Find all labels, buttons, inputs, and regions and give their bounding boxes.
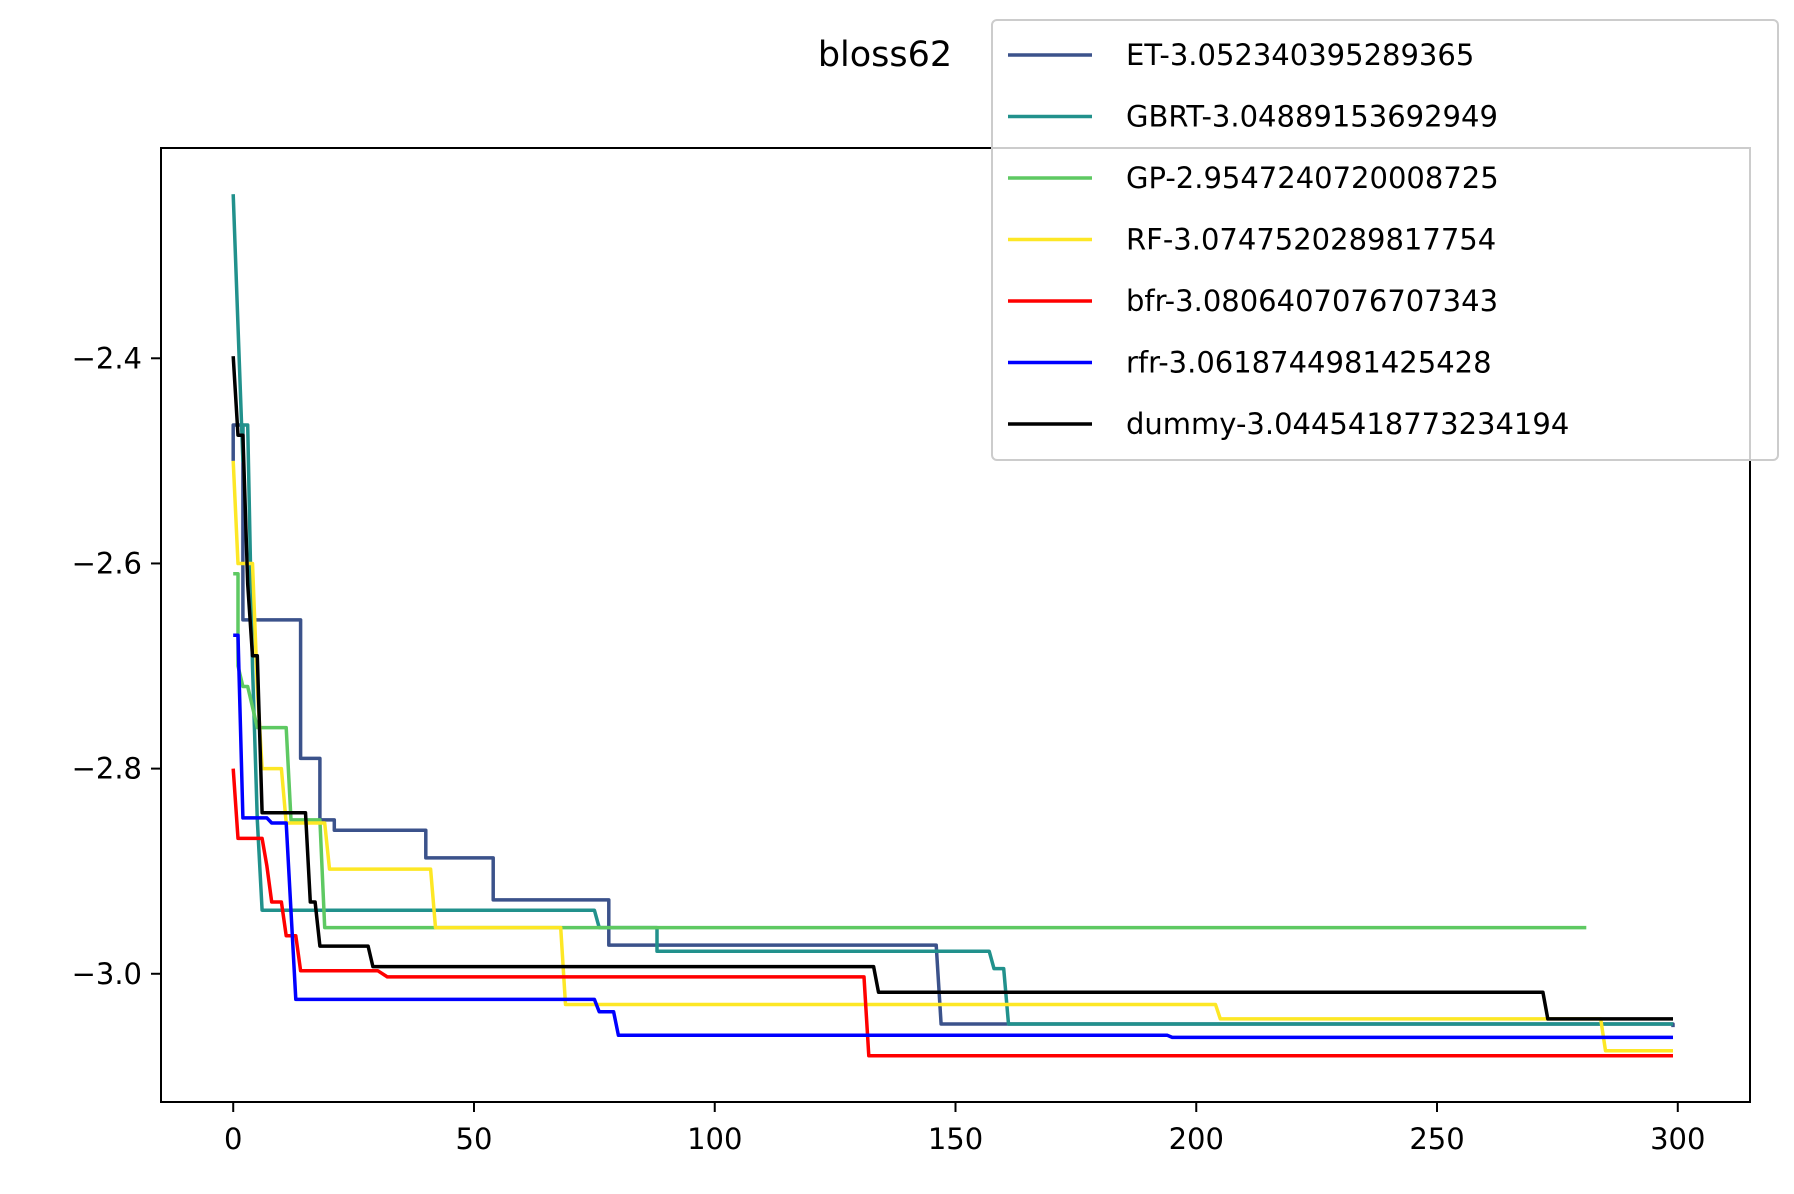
series-line-1 <box>231 194 1673 1026</box>
legend-label-5: rfr-3.0618744981425428 <box>1126 346 1492 380</box>
legend: ET-3.052340395289365 GBRT-3.0488915369294… <box>991 19 1779 461</box>
legend-label-4: bfr-3.0806407076707343 <box>1126 284 1498 318</box>
legend-label-1: GBRT-3.04889153692949 <box>1126 100 1498 134</box>
series-line-6 <box>231 356 1673 1021</box>
series-line-0 <box>231 423 1675 1028</box>
legend-label-6: dummy-3.0445418773234194 <box>1126 407 1569 441</box>
x-axis: 0 50 100 150 200 250 300 <box>224 1102 1705 1156</box>
x-tick-label: 200 <box>1169 1122 1224 1156</box>
y-tick-label: −2.8 <box>72 752 142 786</box>
x-tick-label: 50 <box>456 1122 493 1156</box>
x-tick-label: 300 <box>1650 1122 1705 1156</box>
legend-label-2: GP-2.9547240720008725 <box>1126 161 1499 195</box>
legend-box <box>991 19 1779 461</box>
x-tick-label: 0 <box>224 1122 242 1156</box>
series-line-5 <box>233 633 1673 1040</box>
y-axis: −2.4 −2.6 −2.8 −3.0 <box>72 341 161 991</box>
y-tick-label: −3.0 <box>72 957 142 991</box>
y-tick-label: −2.4 <box>72 341 142 375</box>
series-layer <box>231 194 1675 1058</box>
x-tick-label: 150 <box>928 1122 983 1156</box>
x-tick-label: 100 <box>687 1122 742 1156</box>
legend-label-0: ET-3.052340395289365 <box>1126 38 1474 72</box>
chart-title: bloss62 <box>818 35 952 75</box>
x-tick-label: 250 <box>1409 1122 1464 1156</box>
legend-label-3: RF-3.0747520289817754 <box>1126 223 1496 257</box>
y-tick-label: −2.6 <box>72 546 142 580</box>
